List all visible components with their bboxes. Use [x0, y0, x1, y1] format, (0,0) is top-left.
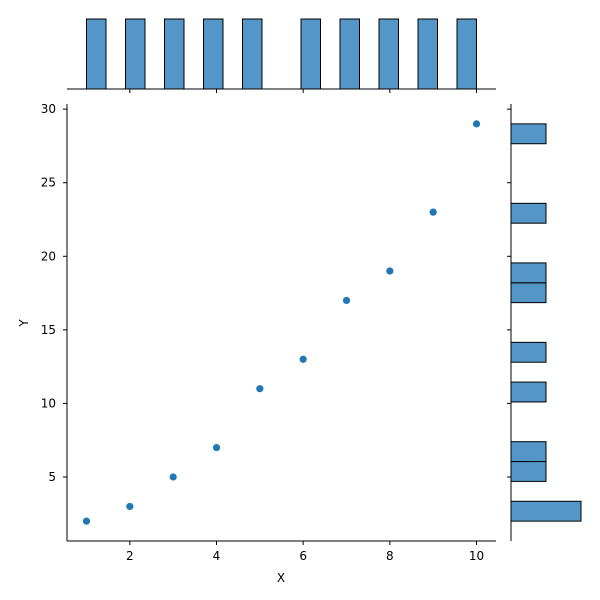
y-histogram-bar: [510, 262, 547, 284]
marginal-y-histogram: [507, 104, 582, 541]
x-histogram-bar: [456, 18, 477, 90]
x-histogram-bar: [164, 18, 185, 90]
x-tick-label: 6: [299, 549, 307, 563]
x-tick-label: 8: [386, 549, 394, 563]
data-point: [472, 120, 481, 128]
y-histogram-bar: [510, 500, 582, 522]
y-axis-label: Y: [17, 319, 31, 328]
data-point: [342, 296, 351, 305]
y-tick-label: 30: [41, 102, 56, 116]
x-histogram-bar: [86, 18, 107, 90]
scatter-plot-area: 2 4 6 8 10 5 10 15 20 25 30: [41, 102, 496, 563]
y-tick-label: 10: [41, 396, 56, 410]
x-histogram-bar: [417, 18, 438, 90]
x-histogram-bar: [339, 18, 360, 90]
data-point: [256, 385, 264, 393]
y-histogram-bar: [510, 282, 547, 304]
x-tick-label: 4: [213, 549, 221, 563]
y-histogram-bar: [510, 461, 547, 482]
x-histogram-bar: [125, 18, 146, 90]
y-histogram-bar: [510, 123, 547, 145]
x-histogram-bar: [242, 18, 263, 90]
y-histogram-bar: [510, 441, 547, 463]
x-histogram-bar: [378, 18, 399, 90]
x-histogram-bar: [300, 18, 321, 90]
marginal-x-histogram: [67, 18, 496, 93]
data-point: [126, 502, 134, 511]
x-tick-label: 10: [469, 549, 484, 563]
data-point: [169, 473, 177, 481]
data-point: [429, 208, 437, 216]
y-tick-label: 5: [48, 470, 56, 484]
y-tick-label: 20: [41, 249, 56, 263]
data-point: [212, 443, 221, 452]
y-tick-label: 15: [41, 323, 56, 337]
data-point: [299, 355, 307, 363]
y-tick-label: 25: [41, 176, 56, 190]
x-tick-label: 2: [126, 549, 134, 563]
y-histogram-bar: [510, 381, 547, 403]
x-axis-label: X: [277, 571, 285, 585]
y-histogram-bar: [510, 341, 547, 363]
data-point: [386, 267, 394, 275]
x-histogram-bar: [203, 18, 224, 90]
data-point: [82, 517, 91, 525]
y-histogram-bar: [510, 202, 547, 224]
